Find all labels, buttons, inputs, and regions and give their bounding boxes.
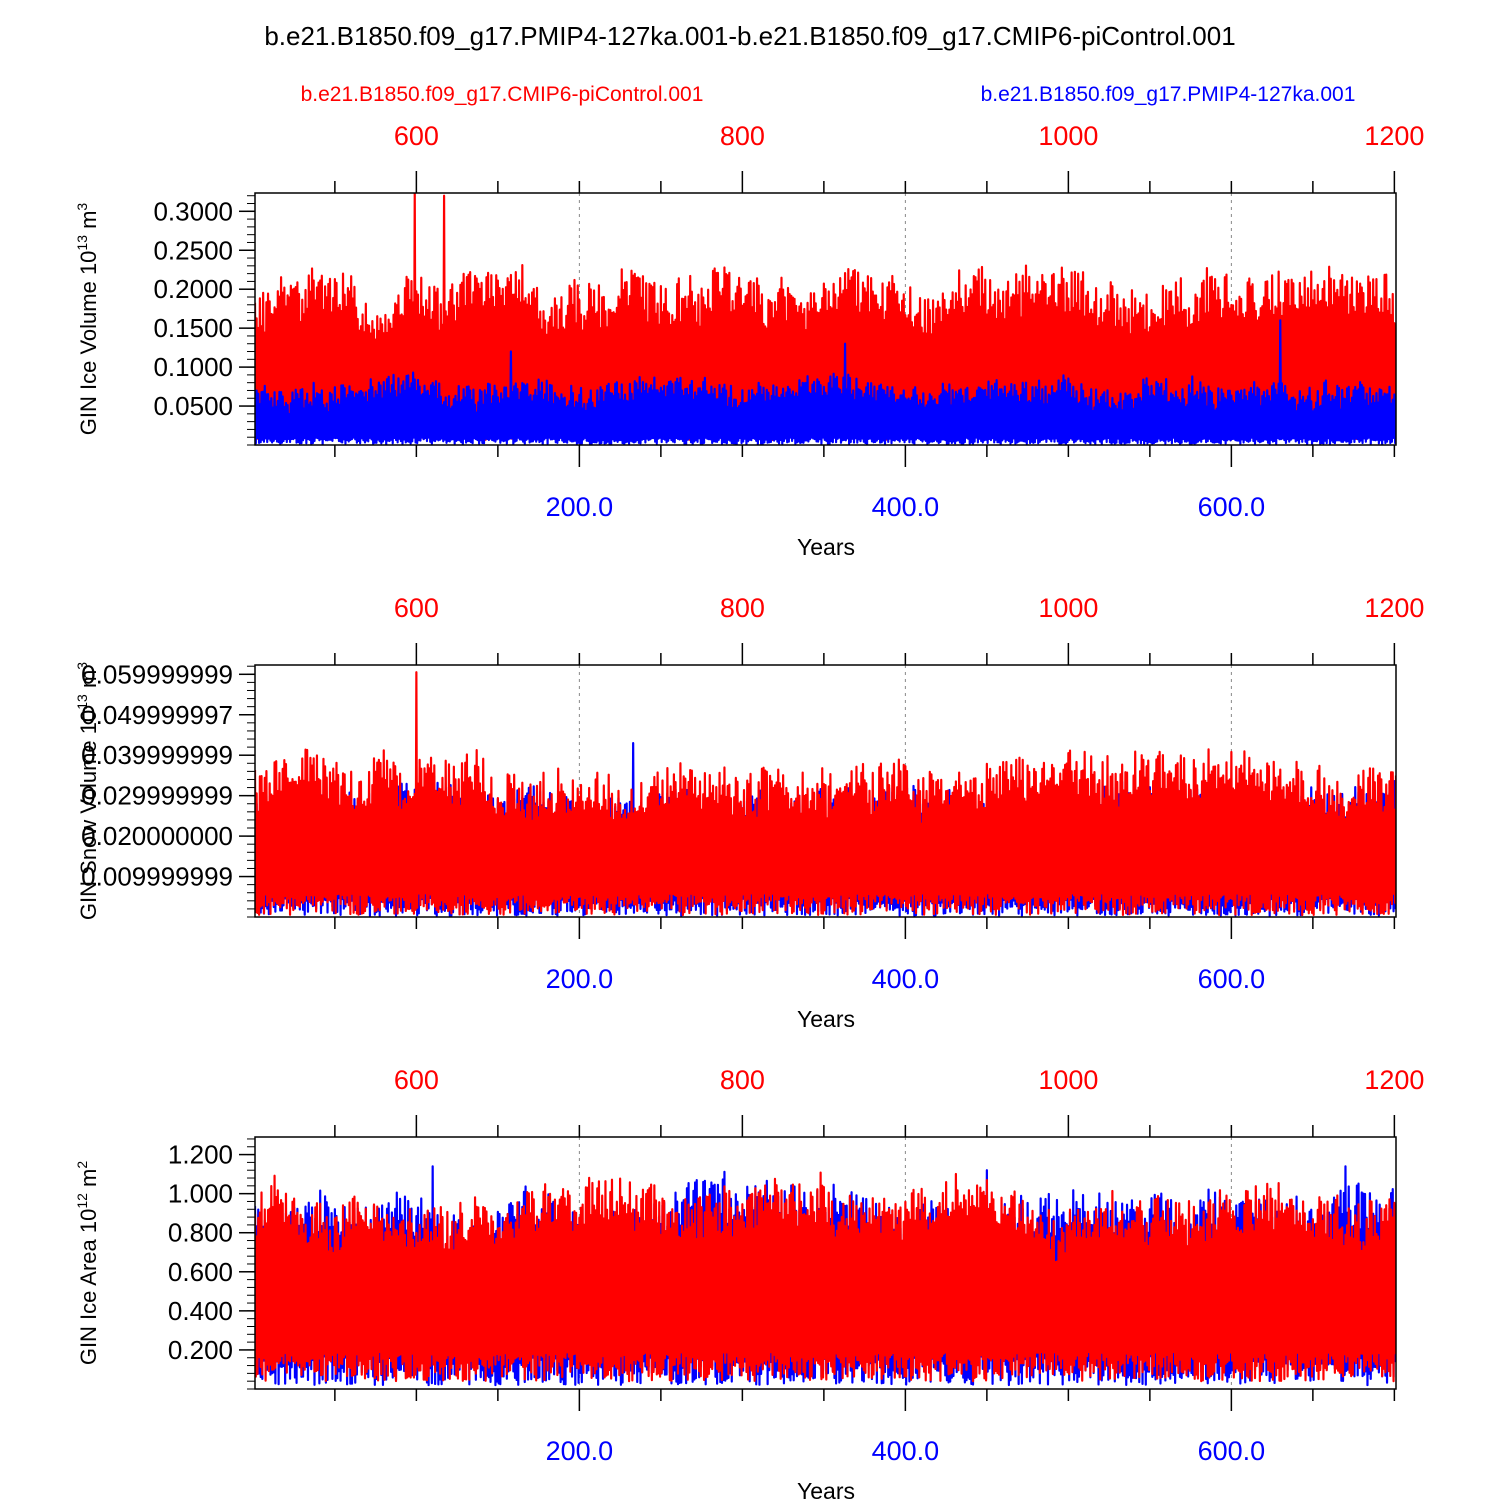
x-top-tick-label: 1000 [1038, 121, 1098, 151]
x-top-tick-label: 800 [720, 1065, 765, 1095]
x-bottom-tick-label: 400.0 [872, 492, 940, 522]
y-tick-label: 0.2000 [153, 274, 233, 304]
y-tick-label: 0.400 [168, 1296, 233, 1326]
x-top-tick-label: 1200 [1364, 121, 1424, 151]
y-tick-label: 0.1500 [153, 313, 233, 343]
y-tick-label: 1.000 [168, 1179, 233, 1209]
series-line-control [255, 671, 1396, 917]
y-tick-label: 0.2500 [153, 235, 233, 265]
y-tick-label: 0.600 [168, 1257, 233, 1287]
x-top-tick-label: 800 [720, 593, 765, 623]
x-axis-label: Years [797, 1478, 855, 1500]
x-axis-label: Years [797, 534, 855, 560]
x-top-tick-label: 1200 [1364, 1065, 1424, 1095]
x-bottom-tick-label: 200.0 [546, 492, 614, 522]
chart-panel-1: 0.0500 0.1000 0.1500 0.2000 0.2500 0.3000 GIN … [74, 121, 1424, 560]
plot-frame [254, 664, 1397, 918]
y-tick-label: 0.3000 [153, 196, 233, 226]
x-top-tick-label: 600 [394, 593, 439, 623]
y-tick-label: 0.0500 [153, 391, 233, 421]
y-tick-label: 0.200 [168, 1335, 233, 1365]
x-bottom-tick-label: 400.0 [872, 1436, 940, 1466]
x-bottom-tick-label: 600.0 [1198, 1436, 1266, 1466]
y-axis-label: GIN Ice Area 1012 m2 [74, 1161, 101, 1366]
y-axis-label: GIN Snow Volume 1013 m3 [74, 662, 101, 920]
legend-experiment-label: b.e21.B1850.f09_g17.PMIP4-127ka.001 [981, 83, 1356, 106]
panels: 0.0500 0.1000 0.1500 0.2000 0.2500 0.3000 GIN … [74, 121, 1424, 1500]
y-tick-label: 0.049999997 [81, 700, 233, 730]
x-axis-label: Years [797, 1006, 855, 1032]
y-tick-label: 1.200 [168, 1140, 233, 1170]
y-tick-label: 0.009999999 [81, 862, 233, 892]
x-top-tick-label: 1000 [1038, 593, 1098, 623]
y-tick-label: 0.059999999 [81, 659, 233, 689]
y-tick-label: 0.020000000 [81, 821, 233, 851]
x-bottom-tick-label: 600.0 [1198, 964, 1266, 994]
x-top-tick-label: 600 [394, 121, 439, 151]
y-tick-label: 0.800 [168, 1218, 233, 1248]
y-tick-label: 0.039999999 [81, 740, 233, 770]
x-bottom-tick-label: 200.0 [546, 1436, 614, 1466]
chart-panel-2: 0.009999999 0.020000000 0.029999999 0.03999… [74, 593, 1424, 1032]
figure-title: b.e21.B1850.f09_g17.PMIP4-127ka.001-b.e2… [264, 21, 1235, 51]
chart-panel-3: 0.200 0.400 0.600 0.800 1.000 1.200 GIN Ice Ar… [74, 1065, 1424, 1500]
x-bottom-tick-label: 600.0 [1198, 492, 1266, 522]
plot-frame [254, 192, 1397, 446]
series-line-control [255, 193, 1396, 442]
series-line-control [255, 1171, 1396, 1383]
x-bottom-tick-label: 200.0 [546, 964, 614, 994]
y-axis-label: GIN Ice Volume 1013 m3 [74, 203, 101, 436]
series-line-experiment [255, 319, 1396, 445]
x-top-tick-label: 600 [394, 1065, 439, 1095]
x-top-tick-label: 800 [720, 121, 765, 151]
x-bottom-tick-label: 400.0 [872, 964, 940, 994]
y-tick-label: 0.029999999 [81, 781, 233, 811]
plot-frame [254, 1136, 1397, 1390]
x-top-tick-label: 1200 [1364, 593, 1424, 623]
y-tick-label: 0.1000 [153, 352, 233, 382]
legend-control-label: b.e21.B1850.f09_g17.CMIP6-piControl.001 [301, 83, 704, 106]
x-top-tick-label: 1000 [1038, 1065, 1098, 1095]
